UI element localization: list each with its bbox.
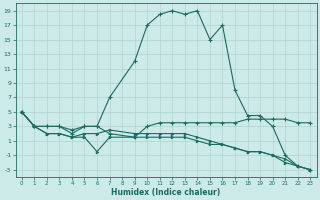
X-axis label: Humidex (Indice chaleur): Humidex (Indice chaleur) [111,188,221,197]
